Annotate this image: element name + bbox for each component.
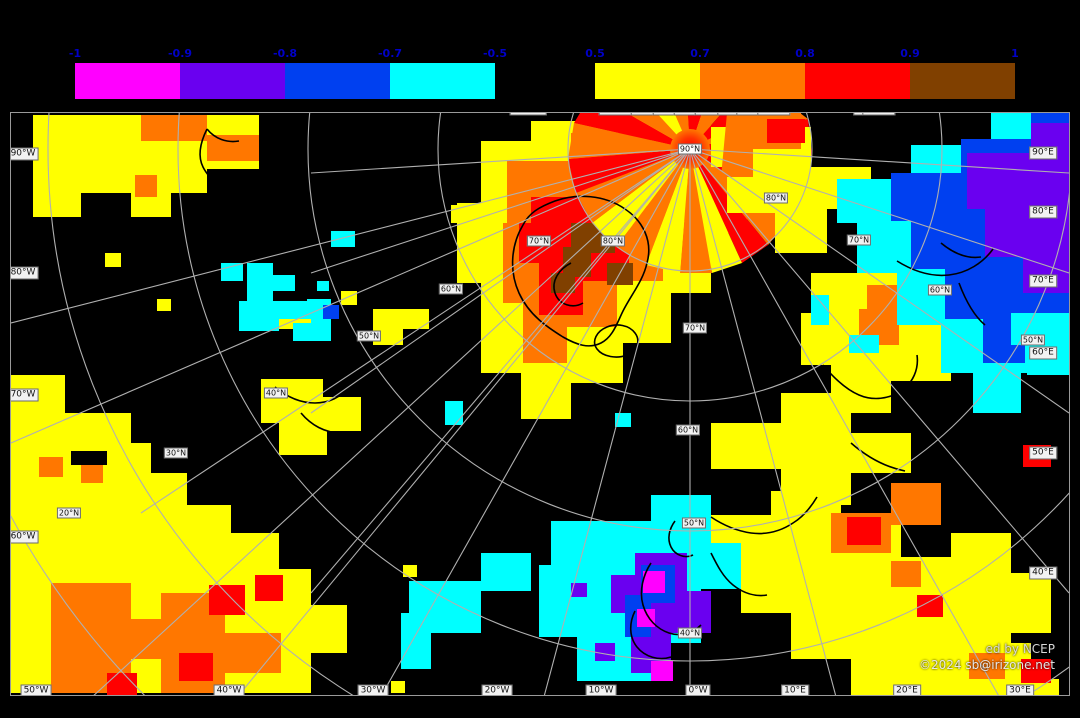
latitude-label: 60°N xyxy=(675,424,701,436)
data-layer xyxy=(11,113,1069,695)
latitude-label: 70°N xyxy=(682,322,708,334)
longitude-label: 30°E xyxy=(1006,684,1034,695)
longitude-label: 10°E xyxy=(781,684,809,695)
negative-colorbar-swatches xyxy=(75,63,495,99)
longitude-label: 100°E xyxy=(862,113,896,116)
longitude-label: 80°W xyxy=(11,266,39,280)
negative-colorbar-swatch-3 xyxy=(390,63,495,99)
map-canvas xyxy=(11,113,1069,695)
latitude-label: 30°N xyxy=(163,447,189,459)
negative-colorbar-ticks: -1 -0.9 -0.8 -0.7 -0.5 xyxy=(69,46,507,62)
positive-colorbar-swatch-2 xyxy=(805,63,910,99)
longitude-label: 90°E xyxy=(1029,146,1057,160)
negative-anomaly-field xyxy=(221,113,1069,681)
longitude-label: 60°E xyxy=(1029,346,1057,360)
longitude-label: 50°W xyxy=(20,684,52,695)
longitude-label: 40°W xyxy=(213,684,245,695)
negative-colorbar-tick-4: -0.5 xyxy=(482,47,508,60)
longitude-label: 60°W xyxy=(11,530,39,544)
latitude-label: 80°N xyxy=(600,235,626,247)
longitude-label: 0°W xyxy=(685,684,711,695)
latitude-label: 50°N xyxy=(681,517,707,529)
latitude-label: 70°N xyxy=(526,235,552,247)
negative-colorbar-tick-0: -1 xyxy=(68,47,82,60)
positive-colorbar: 0.5 0.7 0.8 0.9 1 xyxy=(585,47,1019,99)
positive-colorbar-tick-3: 0.9 xyxy=(900,47,920,60)
positive-colorbar-swatch-3 xyxy=(910,63,1015,99)
latitude-label: 50°N xyxy=(1020,334,1046,346)
negative-colorbar: -1 -0.9 -0.8 -0.7 -0.5 xyxy=(69,47,507,99)
longitude-label: 90°W xyxy=(11,147,39,161)
longitude-label: 20°W xyxy=(481,684,513,695)
latitude-label: 70°N xyxy=(846,234,872,246)
positive-anomaly-field xyxy=(11,113,1059,695)
longitude-label: 40°E xyxy=(1029,566,1057,580)
longitude-label: 70°W xyxy=(11,388,39,402)
longitude-label: 50°E xyxy=(1029,446,1057,460)
latitude-label: 90°N xyxy=(677,143,703,155)
longitude-label: 20°E xyxy=(893,684,921,695)
graticule xyxy=(11,113,1069,695)
latitude-label: 20°N xyxy=(56,507,82,519)
negative-colorbar-swatch-0 xyxy=(75,63,180,99)
negative-colorbar-swatch-1 xyxy=(180,63,285,99)
positive-colorbar-ticks: 0.5 0.7 0.8 0.9 1 xyxy=(585,46,1019,62)
coastlines xyxy=(170,128,994,660)
longitude-label: 100°W xyxy=(509,113,547,116)
negative-colorbar-tick-1: -0.9 xyxy=(167,47,193,60)
latitude-label: 60°N xyxy=(438,283,464,295)
positive-colorbar-tick-2: 0.8 xyxy=(795,47,815,60)
positive-colorbar-swatch-0 xyxy=(595,63,700,99)
negative-colorbar-swatch-2 xyxy=(285,63,390,99)
longitude-label: 80°E xyxy=(1029,205,1057,219)
positive-colorbar-tick-4: 1 xyxy=(1011,47,1019,60)
positive-colorbar-swatch-1 xyxy=(700,63,805,99)
positive-colorbar-tick-1: 0.7 xyxy=(690,47,710,60)
latitude-label: 40°N xyxy=(263,387,289,399)
longitude-label: 30°W xyxy=(357,684,389,695)
latitude-label: 80°N xyxy=(763,192,789,204)
negative-colorbar-tick-2: -0.8 xyxy=(272,47,298,60)
positive-colorbar-swatches xyxy=(595,63,1015,99)
longitude-label: 10°W xyxy=(585,684,617,695)
latitude-label: 50°N xyxy=(356,330,382,342)
negative-colorbar-tick-3: -0.7 xyxy=(377,47,403,60)
longitude-label: 120°E xyxy=(757,113,791,116)
longitude-label: 70°E xyxy=(1029,274,1057,288)
latitude-label: 40°N xyxy=(677,627,703,639)
positive-colorbar-tick-0: 0.5 xyxy=(585,47,605,60)
polar-map[interactable]: 90°N 80°N 80°N 70°N 70°N 70°N 60°N 60°N 60°N 50°N… xyxy=(10,112,1070,696)
latitude-label: 60°N xyxy=(927,284,953,296)
